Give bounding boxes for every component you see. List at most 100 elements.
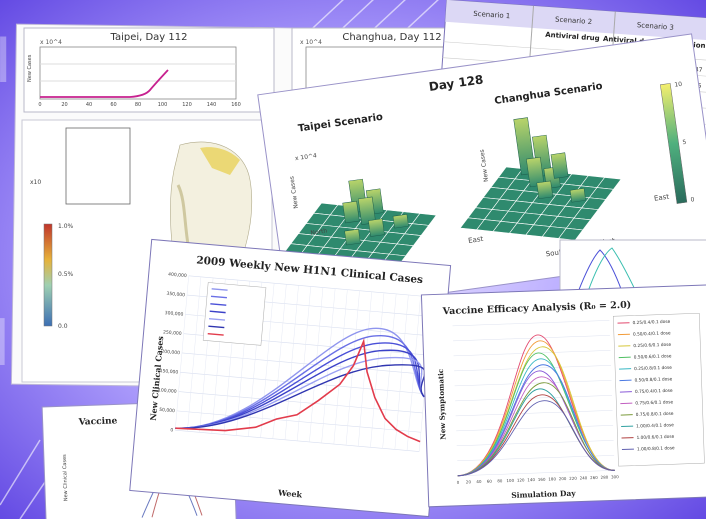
weekly-legend-swatch [210,303,227,306]
map-legend-bottom: 0.0 [58,323,68,330]
weekly-gridline-v [345,290,360,446]
weekly-gridline-v [321,288,336,444]
vaccine-x-tick: 100 [506,478,514,483]
taipei-x-tick: 0 [38,102,41,108]
vaccine-x-tick: 220 [569,476,577,481]
vaccine-series-line [457,346,615,477]
table-header-2: Scenario 2 [555,15,593,26]
weekly-gridline-v [370,292,385,448]
chart-vaccine-legend-entries: 0.25/0.4/0.1 dose 0.50/0.4/0.1 dose 0.25/0… [617,319,675,453]
vaccine-x-tick: 60 [487,479,493,484]
taipei-x-tick: 60 [110,102,116,108]
bar-3d [344,228,361,246]
weekly-scenario-line [175,327,425,429]
chart-vaccine-legend [613,313,705,467]
vaccine-gridline [452,320,610,327]
vaccine-legend-label: 0.75/0.6/0.1 dose [635,399,673,406]
weekly-legend-swatch [208,318,226,321]
map-legend-bar [43,223,53,327]
vaccine-gridline [456,425,614,432]
weekly-y-tick: 100,000 [158,387,177,395]
weekly-y-tick: 0 [170,427,174,433]
vaccine-x-tick: 80 [497,478,503,483]
table-header-1: Scenario 1 [473,10,511,21]
chart-weekly-legend [202,282,267,346]
vaccine-series-line [457,400,615,477]
weekly-y-tick: 200,000 [161,349,180,357]
vaccine-legend-label: 0.25/0.6/0.1 dose [633,342,671,349]
panel-taipei-title: Taipei, Day 112 [109,32,187,43]
colorbar-tick-mid: 5 [682,139,687,146]
vaccine-x-tick: 180 [548,476,556,481]
vaccine-gridline [455,410,613,417]
taipei-x-tick: 140 [207,102,217,108]
vaccine-x-tick: 240 [580,475,588,480]
bar-3d [569,188,586,203]
bars-3d-changhua [459,117,622,241]
axis-east: East [468,235,484,245]
vaccine-x-tick: 200 [559,476,567,481]
weekly-y-tick: 150,000 [159,368,178,376]
bar-3d [342,200,360,224]
taipei-x-tick: 120 [182,102,192,108]
vaccine-series-line [457,382,615,477]
taipei-x-tick: 40 [86,102,92,108]
panel-3d-zlabel-left: New Cases [288,176,299,209]
vaccine-legend-label: 0.25/0.4/0.1 dose [632,319,670,326]
vaccine-legend-label: 0.50/0.4/0.1 dose [633,330,671,337]
taipei-x-tick: 80 [135,102,141,108]
weekly-gridline-v [333,289,348,445]
vaccine-x-tick: 280 [601,475,609,480]
weekly-scenario-line [175,349,425,429]
panel-taipei-exponent: x 10^4 [40,39,62,46]
chart-weekly-xlabel: Week [277,487,303,499]
panel-bottom-left-title: Vaccine [78,416,118,427]
panel-bottom-left-ylabel: New Clinical Cases [62,454,70,502]
vaccine-legend-label: 1.00/0.8/0.1 dose [637,445,675,452]
colorbar [660,83,688,204]
vaccine-x-tick: 160 [538,477,546,482]
chart-weekly-y-ticks: 400,000 350,000 300,000 250,000 200,000 150,0… [158,271,187,433]
chart-vaccine-series [457,334,615,477]
weekly-observed-line [175,338,421,443]
weekly-scenario-line [175,364,426,429]
weekly-scenario-line [175,335,425,429]
weekly-gridline-v [284,285,299,440]
vaccine-x-tick: 120 [517,477,525,482]
taipei-x-tick: 100 [158,102,168,108]
weekly-y-tick: 350,000 [166,291,185,299]
weekly-y-tick: 250,000 [163,329,182,337]
weekly-y-tick: 400,000 [168,271,187,279]
vaccine-legend-label: 0.75/0.8/0.1 dose [636,411,674,418]
map-side-label: x10 [30,179,41,186]
weekly-gridline-v [394,294,409,450]
vaccine-legend-label: 0.50/0.8/0.1 dose [634,376,672,383]
taipei-x-tick: 160 [231,102,241,108]
panel-changhua-exponent: x 10^4 [300,39,322,46]
colorbar-tick-top: 10 [674,81,683,89]
bar-3d [550,152,569,179]
vaccine-x-tick: 0 [457,480,460,485]
weekly-scenario-line [175,356,425,429]
weekly-gridline-v [296,286,311,441]
taipei-x-ticks: 0 20 40 60 80 100 120 140 160 [38,102,240,108]
vaccine-legend-label: 0.50/0.6/0.1 dose [634,353,672,360]
panel-changhua-title: Changhua, Day 112 [342,32,441,43]
vaccine-x-tick: 140 [527,477,535,482]
chart-weekly-grid [174,275,434,452]
weekly-gridline-v [382,293,397,449]
axis-east-right: East [654,193,670,203]
vaccine-gridline [457,470,615,477]
map-legend-mid: 0.5% [58,271,74,278]
vaccine-gridline [454,380,612,387]
vaccine-x-tick: 40 [476,479,482,484]
vaccine-gridline [454,365,612,372]
vaccine-x-tick: 20 [466,479,472,484]
panel-taipei-day112: Taipei, Day 112 x 10^4 New Cases 0 20 40 60… [23,27,275,113]
vaccine-series-line [457,364,615,477]
weekly-gridline-v [272,284,287,439]
chart-weekly-h1n1: 2009 Weekly New H1N1 Clinical Cases New … [129,238,452,518]
vaccine-legend-label: 1.00/0.6/0.1 dose [636,434,674,441]
table-subheader-1: Antiviral drug [545,31,600,43]
